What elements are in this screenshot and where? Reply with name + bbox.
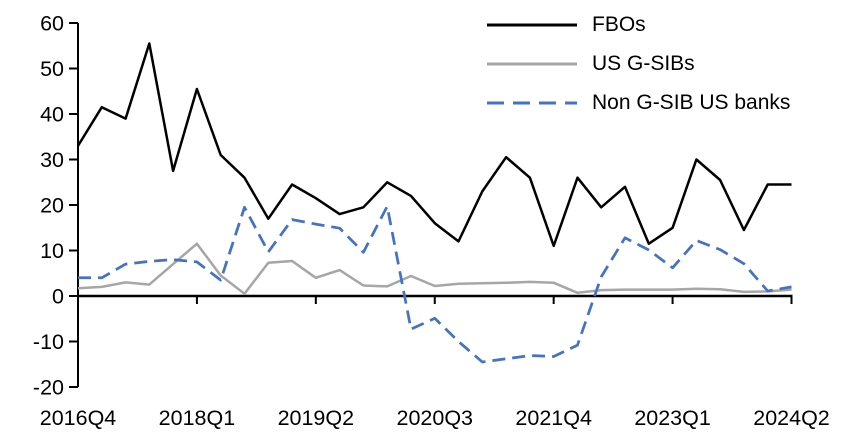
legend-item-fbos: FBOs [487,5,790,44]
chart-legend: FBOs US G-SIBs Non G-SIB US banks [487,5,790,122]
x-axis-tick-label: 2016Q4 [40,406,117,430]
legend-item-us-gsibs: US G-SIBs [487,44,790,83]
x-axis-tick-label: 2019Q2 [278,406,355,430]
y-axis-tick-label: 60 [40,12,64,36]
legend-swatch-solid-line [487,23,577,26]
y-axis-tick-label: 0 [52,285,64,309]
y-axis-tick-label: 50 [40,57,64,81]
us-g-sibs-series-line [77,242,792,295]
y-axis-tick-label: 40 [40,103,64,127]
x-axis-tick-label: 2024Q2 [753,406,830,430]
y-axis-tick-label: -10 [33,330,64,354]
legend-swatch-dashed-line [487,101,577,104]
y-axis-tick-label: -20 [33,376,64,400]
fbos-series-line [76,42,792,248]
x-axis-tick-label: 2021Q4 [515,406,592,430]
x-axis-tick-label: 2018Q1 [159,406,236,430]
legend-label-non-gsib: Non G-SIB US banks [592,90,791,114]
non-g-sib-us-banks-series-line [78,205,792,364]
legend-label-us-gsibs: US G-SIBs [592,51,695,75]
y-axis-tick-label: 30 [40,148,64,172]
y-axis-tick-label: 10 [40,239,64,263]
legend-item-non-gsib: Non G-SIB US banks [487,83,790,122]
x-axis-tick-label: 2020Q3 [396,406,473,430]
y-axis-tick-label: 20 [40,194,64,218]
legend-swatch-solid-line [487,62,577,65]
x-axis-tick-label: 2023Q1 [634,406,711,430]
legend-label-fbos: FBOs [592,12,646,36]
